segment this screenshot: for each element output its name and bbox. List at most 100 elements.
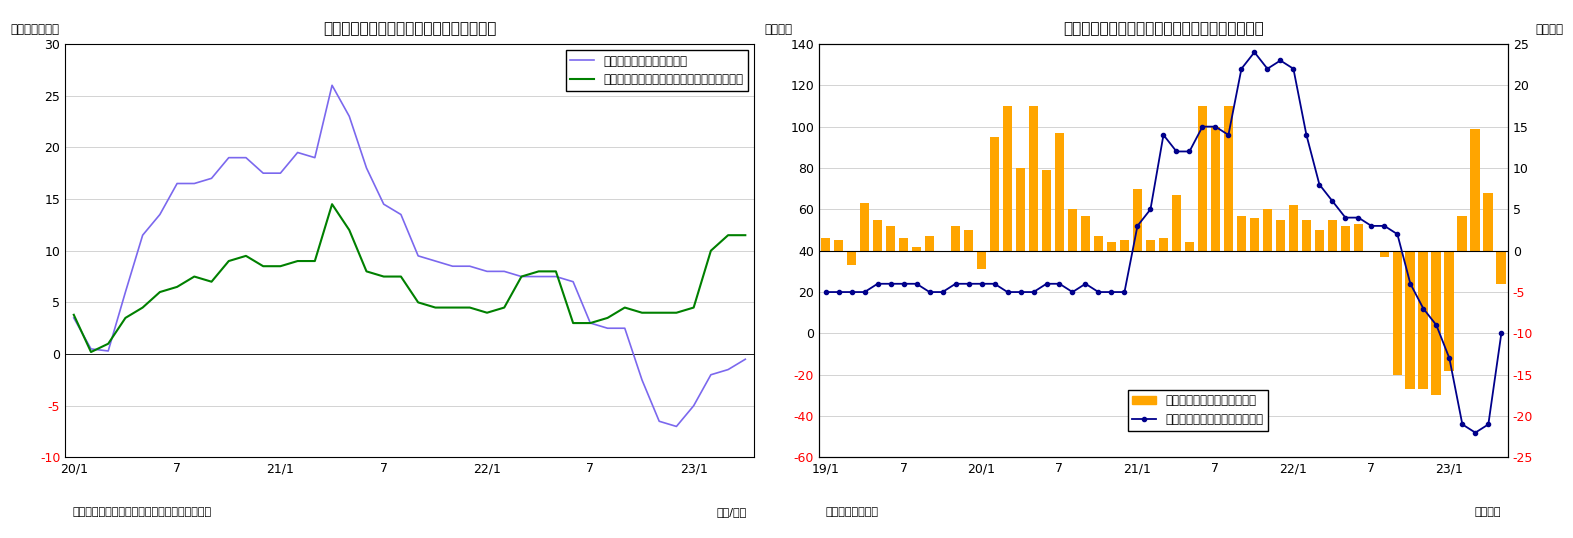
マネタリーベース（末残）: [632, 377, 651, 383]
Bar: [1328, 220, 1337, 251]
マネタリーベース（末残）: [529, 273, 547, 280]
Bar: [1120, 240, 1129, 251]
マネタリーベース（末残）: [82, 346, 101, 352]
マネタリーベース（除くコロナオペ・末残）: [288, 258, 307, 264]
マネタリーベース（除くコロナオペ・末残）: [529, 268, 547, 274]
マネタリーベース（末残）: [563, 279, 582, 285]
Bar: [1224, 106, 1233, 251]
マネタリーベース（除くコロナオペ・末残）: [563, 320, 582, 326]
マネタリーベース（末残）: [650, 418, 669, 424]
Bar: [1068, 209, 1078, 251]
マネタリーベース（除くコロナオペ・末残）: [357, 268, 376, 274]
マネタリーベース（除くコロナオペ・末残）: [426, 305, 445, 311]
マネタリーベース（除くコロナオペ・末残）: [632, 309, 651, 316]
マネタリーベース（除くコロナオペ・末残）: [340, 227, 359, 233]
マネタリーベース（末残）: [271, 170, 289, 176]
Bar: [1496, 251, 1507, 284]
Bar: [860, 203, 870, 251]
マネタリーベース（末残）: [168, 180, 187, 187]
マネタリーベース（末残）: [736, 356, 755, 363]
Legend: マネタリーベース（末残）, マネタリーベース（除くコロナオペ・末残）: マネタリーベース（末残）, マネタリーベース（除くコロナオペ・末残）: [566, 50, 749, 91]
Bar: [1380, 251, 1389, 257]
マネタリーベース（末残）: [288, 149, 307, 155]
Text: （前年比：％）: （前年比：％）: [9, 23, 60, 36]
Text: （年/月）: （年/月）: [717, 507, 747, 517]
マネタリーベース（末残）: [513, 273, 532, 280]
Text: （兆円）: （兆円）: [764, 23, 791, 36]
マネタリーベース（末残）: [580, 320, 599, 326]
Legend: 季節調整済み前月差（右軸）, マネタリーベース末残の前年差: 季節調整済み前月差（右軸）, マネタリーベース末残の前年差: [1128, 390, 1268, 431]
Bar: [1054, 133, 1065, 251]
マネタリーベース（末残）: [305, 154, 324, 161]
Bar: [1211, 126, 1221, 251]
Bar: [964, 230, 974, 251]
Bar: [1431, 251, 1441, 395]
マネタリーベース（末残）: [357, 165, 376, 171]
マネタリーベース（末残）: [340, 113, 359, 119]
マネタリーベース（除くコロナオペ・末残）: [736, 232, 755, 238]
マネタリーベース（除くコロナオペ・末残）: [168, 284, 187, 290]
Bar: [1288, 205, 1298, 251]
マネタリーベース（除くコロナオペ・末残）: [667, 309, 686, 316]
Bar: [989, 137, 999, 251]
マネタリーベース（末残）: [702, 372, 720, 378]
マネタリーベース（末残）: [219, 154, 238, 161]
Text: （兆円）: （兆円）: [1535, 23, 1564, 36]
Title: （図表９）マネタリーベース残高と前月比の推移: （図表９）マネタリーベース残高と前月比の推移: [1063, 21, 1263, 36]
マネタリーベース（除くコロナオペ・末残）: [134, 305, 153, 311]
Bar: [1315, 230, 1324, 251]
Bar: [1236, 216, 1246, 251]
マネタリーベース（除くコロナオペ・末残）: [201, 279, 220, 285]
マネタリーベース（末残）: [392, 211, 411, 218]
Bar: [1029, 106, 1038, 251]
Bar: [1340, 226, 1350, 251]
マネタリーベース（除くコロナオペ・末残）: [684, 305, 703, 311]
マネタリーベース（除くコロナオペ・末残）: [186, 273, 204, 280]
Bar: [1301, 220, 1312, 251]
マネタリーベース（末残）: [151, 211, 170, 218]
Text: （資料）日本銀行よりニッセイ基礎研究所作成: （資料）日本銀行よりニッセイ基礎研究所作成: [72, 507, 211, 517]
マネタリーベース（除くコロナオペ・末残）: [392, 273, 411, 280]
Bar: [1041, 170, 1051, 251]
Bar: [821, 238, 831, 251]
Bar: [1159, 238, 1169, 251]
Bar: [1471, 129, 1480, 251]
マネタリーベース（末残）: [719, 366, 738, 373]
マネタリーベース（除くコロナオペ・末残）: [236, 253, 255, 259]
Bar: [977, 251, 986, 270]
マネタリーベース（末残）: [253, 170, 272, 176]
マネタリーベース（末残）: [461, 263, 480, 270]
マネタリーベース（除くコロナオペ・末残）: [151, 289, 170, 295]
マネタリーベース（除くコロナオペ・末残）: [719, 232, 738, 238]
マネタリーベース（除くコロナオペ・末残）: [702, 247, 720, 254]
Bar: [834, 240, 843, 251]
マネタリーベース（末残）: [236, 154, 255, 161]
Bar: [1002, 106, 1013, 251]
マネタリーベース（末残）: [684, 402, 703, 409]
マネタリーベース（除くコロナオペ・末残）: [598, 315, 617, 321]
Bar: [1184, 243, 1194, 251]
マネタリーベース（末残）: [426, 258, 445, 264]
マネタリーベース（除くコロナオペ・末残）: [650, 309, 669, 316]
Bar: [873, 220, 882, 251]
マネタリーベース（除くコロナオペ・末残）: [64, 312, 83, 318]
Bar: [1249, 217, 1260, 251]
マネタリーベース（除くコロナオペ・末残）: [495, 305, 514, 311]
Bar: [1406, 251, 1416, 389]
Bar: [1483, 193, 1493, 251]
マネタリーベース（末残）: [444, 263, 462, 270]
Title: （図表８）マネタリーベース残高の伸び率: （図表８）マネタリーベース残高の伸び率: [322, 21, 495, 36]
Bar: [1197, 106, 1208, 251]
マネタリーベース（末残）: [495, 268, 514, 274]
Bar: [1133, 189, 1142, 251]
Bar: [1016, 168, 1026, 251]
マネタリーベース（除くコロナオペ・末残）: [82, 349, 101, 355]
Bar: [1353, 224, 1364, 251]
Bar: [898, 238, 909, 251]
マネタリーベース（末残）: [99, 348, 118, 354]
マネタリーベース（除くコロナオペ・末残）: [513, 273, 532, 280]
マネタリーベース（除くコロナオペ・末残）: [580, 320, 599, 326]
Text: （資料）日本銀行: （資料）日本銀行: [826, 507, 879, 517]
Bar: [1106, 243, 1117, 251]
Bar: [1419, 251, 1428, 389]
